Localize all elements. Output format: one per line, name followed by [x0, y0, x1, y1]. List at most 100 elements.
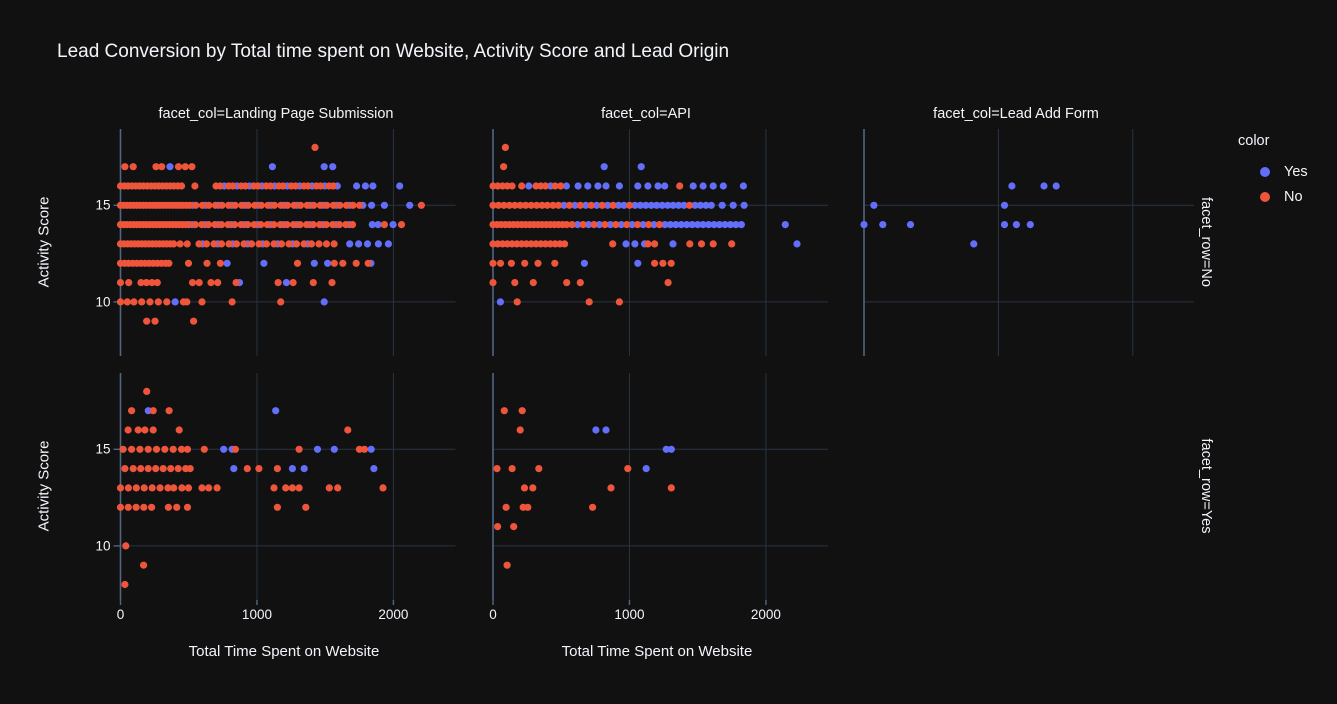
data-point-no[interactable]: [511, 201, 519, 209]
data-point-no[interactable]: [225, 240, 233, 248]
data-point-no[interactable]: [585, 298, 593, 306]
data-point-no[interactable]: [309, 279, 317, 287]
data-point-no[interactable]: [204, 221, 212, 229]
data-point-yes[interactable]: [710, 221, 718, 229]
data-point-no[interactable]: [348, 221, 357, 229]
data-point-no[interactable]: [178, 484, 186, 492]
data-point-yes[interactable]: [879, 221, 887, 229]
data-point-no[interactable]: [218, 201, 226, 209]
data-point-no[interactable]: [339, 259, 347, 267]
data-point-no[interactable]: [397, 221, 406, 229]
data-point-yes[interactable]: [620, 201, 628, 209]
data-point-yes[interactable]: [718, 201, 726, 209]
data-point-no[interactable]: [181, 163, 189, 171]
data-point-no[interactable]: [494, 523, 502, 531]
data-point-no[interactable]: [254, 182, 262, 190]
data-point-yes[interactable]: [729, 201, 737, 209]
data-point-no[interactable]: [489, 259, 497, 267]
data-point-no[interactable]: [217, 221, 226, 229]
data-point-yes[interactable]: [600, 163, 608, 171]
data-point-no[interactable]: [518, 407, 526, 415]
data-point-no[interactable]: [342, 201, 351, 209]
data-point-no[interactable]: [623, 221, 631, 229]
data-point-no[interactable]: [615, 298, 624, 306]
data-point-yes[interactable]: [223, 259, 231, 267]
data-point-yes[interactable]: [368, 201, 376, 209]
data-point-no[interactable]: [634, 221, 642, 229]
data-point-yes[interactable]: [661, 182, 669, 190]
data-point-no[interactable]: [516, 201, 524, 209]
data-point-no[interactable]: [651, 240, 659, 248]
data-point-yes[interactable]: [1026, 221, 1034, 229]
data-point-no[interactable]: [177, 445, 186, 453]
data-point-no[interactable]: [303, 201, 311, 209]
data-point-no[interactable]: [163, 298, 171, 306]
data-point-no[interactable]: [518, 182, 526, 190]
data-point-yes[interactable]: [384, 240, 392, 248]
data-point-no[interactable]: [349, 201, 357, 209]
data-point-no[interactable]: [165, 259, 173, 267]
data-point-yes[interactable]: [369, 182, 377, 190]
data-point-no[interactable]: [502, 503, 510, 511]
data-point-yes[interactable]: [680, 201, 688, 209]
data-point-no[interactable]: [241, 182, 249, 190]
data-point-no[interactable]: [355, 445, 363, 453]
data-point-no[interactable]: [273, 465, 281, 473]
data-point-yes[interactable]: [906, 221, 915, 229]
data-point-no[interactable]: [289, 279, 297, 287]
data-point-yes[interactable]: [602, 426, 610, 434]
data-point-no[interactable]: [557, 182, 565, 190]
data-point-no[interactable]: [116, 279, 125, 287]
data-point-yes[interactable]: [353, 182, 361, 190]
data-point-no[interactable]: [229, 182, 237, 190]
data-point-no[interactable]: [533, 201, 541, 209]
data-point-yes[interactable]: [330, 445, 338, 453]
data-point-yes[interactable]: [592, 426, 600, 434]
data-point-no[interactable]: [489, 201, 497, 209]
data-point-no[interactable]: [527, 201, 535, 209]
data-point-yes[interactable]: [666, 221, 675, 229]
data-point-no[interactable]: [228, 298, 236, 306]
data-point-yes[interactable]: [406, 201, 414, 209]
data-point-yes[interactable]: [560, 201, 568, 209]
data-point-no[interactable]: [231, 445, 239, 453]
data-point-yes[interactable]: [699, 221, 707, 229]
data-point-no[interactable]: [529, 279, 537, 287]
data-point-no[interactable]: [697, 240, 706, 248]
data-point-yes[interactable]: [669, 201, 677, 209]
data-point-no[interactable]: [561, 240, 569, 248]
data-point-no[interactable]: [624, 465, 632, 473]
data-point-no[interactable]: [116, 298, 125, 306]
data-point-no[interactable]: [164, 503, 172, 511]
data-point-no[interactable]: [290, 201, 298, 209]
data-point-no[interactable]: [601, 221, 609, 229]
data-point-no[interactable]: [116, 484, 125, 492]
data-point-no[interactable]: [237, 221, 245, 229]
data-point-no[interactable]: [538, 201, 546, 209]
data-point-no[interactable]: [156, 484, 164, 492]
data-point-no[interactable]: [590, 221, 598, 229]
data-point-no[interactable]: [134, 426, 142, 434]
data-point-no[interactable]: [191, 182, 199, 190]
data-point-no[interactable]: [165, 407, 173, 415]
data-point-yes[interactable]: [525, 182, 533, 190]
data-point-no[interactable]: [185, 201, 193, 209]
data-point-yes[interactable]: [374, 240, 382, 248]
data-point-no[interactable]: [124, 426, 132, 434]
data-point-yes[interactable]: [696, 201, 705, 209]
data-point-yes[interactable]: [282, 279, 290, 287]
data-point-no[interactable]: [125, 279, 133, 287]
data-point-no[interactable]: [149, 407, 157, 415]
legend-item-yes[interactable]: Yes: [1236, 159, 1308, 184]
data-point-yes[interactable]: [617, 221, 625, 229]
data-point-no[interactable]: [645, 221, 653, 229]
data-point-yes[interactable]: [781, 221, 789, 229]
data-point-no[interactable]: [293, 259, 302, 267]
data-point-no[interactable]: [529, 484, 537, 492]
data-point-yes[interactable]: [662, 445, 670, 453]
data-point-yes[interactable]: [272, 407, 280, 415]
data-point-no[interactable]: [143, 317, 151, 325]
data-point-no[interactable]: [283, 221, 291, 229]
data-point-no[interactable]: [170, 240, 178, 248]
